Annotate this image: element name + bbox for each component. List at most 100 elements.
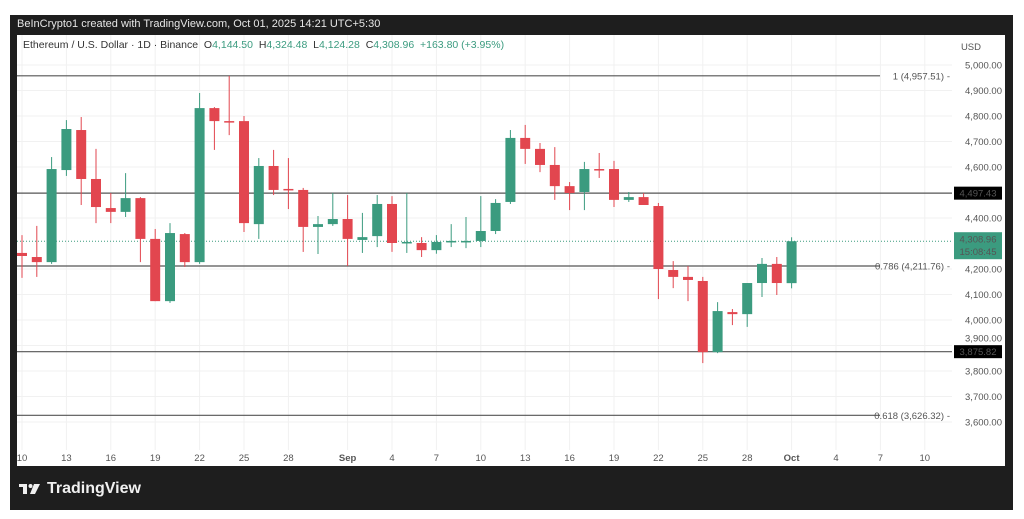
candle-body-down <box>416 242 427 251</box>
candle-body-down <box>150 238 161 302</box>
change-value: +163.80 (+3.95%) <box>420 39 505 51</box>
low-label: L <box>313 39 319 51</box>
open-value: 4,144.50 <box>212 39 253 51</box>
candle-body-up <box>623 197 634 200</box>
price-tick-label: 3,900.00 <box>965 334 1002 345</box>
candle-body-down <box>683 276 693 280</box>
date-tick-label: 28 <box>742 453 753 464</box>
attribution-text: BeInCrypto1 created with TradingView.com… <box>17 18 381 30</box>
date-tick-label: 10 <box>476 453 487 464</box>
candle-body-down <box>91 178 101 208</box>
close-value: 4,308.96 <box>373 39 415 51</box>
price-tick-label: 3,800.00 <box>965 367 1002 378</box>
candle-body-down <box>283 188 294 191</box>
date-tick-label: 25 <box>698 453 709 464</box>
candle-body-down <box>727 312 738 315</box>
fib-level-dash: - <box>947 262 950 273</box>
candle-countdown-label: 15:08:45 <box>960 247 997 258</box>
candle-body-up <box>357 237 368 240</box>
candle-body-down <box>31 257 42 263</box>
level-price-label: 3,875.82 <box>960 347 997 358</box>
date-tick-label: 28 <box>283 453 294 464</box>
price-tick-label: 4,200.00 <box>965 265 1002 276</box>
candle-body-up <box>505 137 516 202</box>
candle-body-down <box>594 169 605 171</box>
candle-body-up <box>194 108 205 263</box>
candle-body-up <box>742 283 753 315</box>
date-tick-label: Sep <box>339 453 357 464</box>
date-tick-label: 10 <box>920 453 931 464</box>
candle-body-up <box>757 263 767 284</box>
candle-body-down <box>653 206 664 269</box>
low-value: 4,124.28 <box>318 39 360 51</box>
candle-body-down <box>668 270 679 277</box>
tradingview-logo[interactable]: TradingView <box>19 480 141 498</box>
candle-body-down <box>268 165 279 190</box>
candle-body-up <box>446 240 457 243</box>
candle-body-down <box>76 130 87 179</box>
price-tick-label: 4,900.00 <box>965 86 1002 97</box>
candle-body-down <box>105 208 116 212</box>
candle-body-down <box>224 121 235 123</box>
candle-body-down <box>17 252 27 256</box>
candle-body-up <box>475 231 486 241</box>
date-tick-label: 16 <box>564 453 575 464</box>
candle-body-down <box>549 164 560 187</box>
price-tick-label: 3,600.00 <box>965 418 1002 429</box>
candle-body-up <box>490 202 501 232</box>
brand-name: TradingView <box>47 480 141 497</box>
candle-body-up <box>431 241 442 251</box>
date-tick-label: Oct <box>784 453 801 464</box>
candle-body-down <box>135 198 146 239</box>
price-tick-label: 5,000.00 <box>965 61 1002 72</box>
date-tick-label: 10 <box>17 453 28 464</box>
level-price-badge <box>954 345 1002 359</box>
candle-body-up <box>372 203 383 237</box>
candle-body-up <box>786 241 797 284</box>
close-label: C <box>365 39 374 51</box>
candle-body-up <box>712 311 723 353</box>
symbol-legend: Ethereum / U.S. Dollar · 1D · Binance O4… <box>23 39 504 51</box>
high-label: H <box>258 39 267 51</box>
candle-body-up <box>579 169 590 192</box>
candle-body-down <box>239 121 249 224</box>
date-tick-label: 22 <box>194 453 205 464</box>
candle-body-down <box>179 234 190 263</box>
date-tick-label: 13 <box>61 453 72 464</box>
fib-level-label: 0.618 (3,626.32) <box>874 411 944 422</box>
price-tick-label: 4,000.00 <box>965 316 1002 327</box>
candle-body-down <box>697 280 708 353</box>
high-value: 4,324.48 <box>266 39 308 51</box>
candle-body-up <box>327 219 338 225</box>
date-tick-label: 7 <box>878 453 883 464</box>
price-tick-label: 4,400.00 <box>965 214 1002 225</box>
date-tick-label: 16 <box>106 453 117 464</box>
fib-level-label: 0.786 (4,211.76) <box>875 262 944 273</box>
candle-body-down <box>209 108 220 122</box>
candle-body-down <box>535 148 545 165</box>
current-price-badge <box>954 232 1002 260</box>
candle-body-up <box>401 241 412 244</box>
price-tick-label: 4,600.00 <box>965 163 1002 174</box>
date-tick-label: 25 <box>239 453 250 464</box>
fib-level-dash: - <box>947 71 950 82</box>
date-tick-label: 19 <box>150 453 161 464</box>
candle-body-down <box>564 186 575 194</box>
candle-body-up <box>165 233 175 302</box>
candle-body-up <box>61 129 72 171</box>
current-price-label: 4,308.96 <box>960 235 997 246</box>
candle-body-down <box>298 189 309 227</box>
level-price-badge <box>954 186 1002 200</box>
candle-body-down <box>342 219 353 239</box>
date-tick-label: 13 <box>520 453 531 464</box>
date-tick-label: 22 <box>653 453 664 464</box>
candle-body-down <box>771 263 782 284</box>
candle-body-up <box>253 165 264 225</box>
price-tick-label: 4,700.00 <box>965 137 1002 148</box>
level-price-label: 4,497.43 <box>960 189 997 200</box>
candle-body-up <box>46 169 57 263</box>
fib-level-label: 1 (4,957.51) <box>893 71 944 82</box>
symbol-title: Ethereum / U.S. Dollar · 1D · Binance <box>23 39 199 51</box>
price-tick-label: 3,700.00 <box>965 392 1002 403</box>
